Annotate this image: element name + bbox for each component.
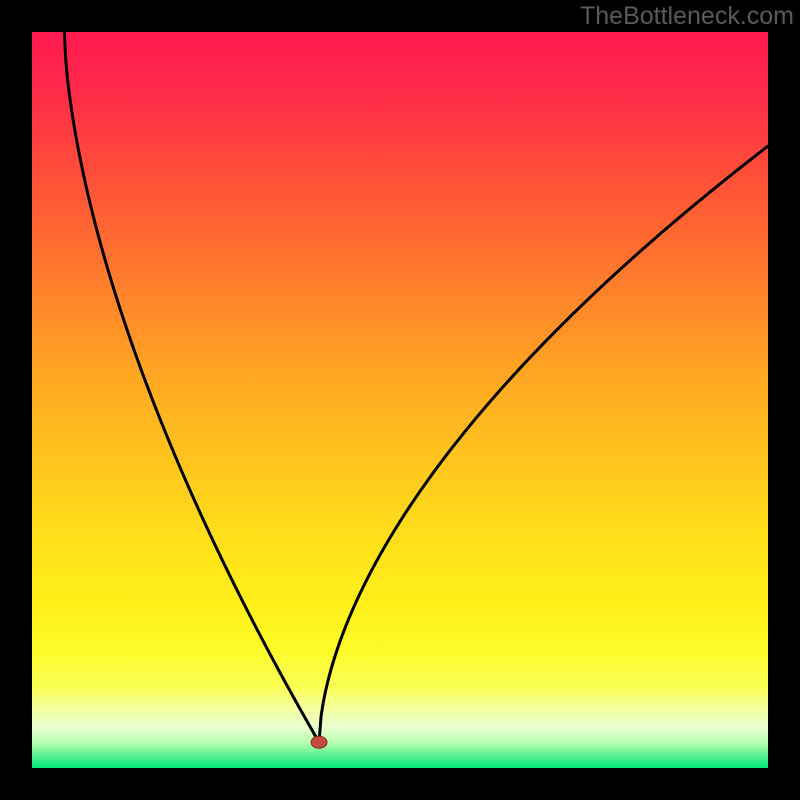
chart-container: TheBottleneck.com: [0, 0, 800, 800]
watermark-text: TheBottleneck.com: [580, 2, 794, 31]
plot-background: [32, 32, 768, 768]
bottleneck-chart: [0, 0, 800, 800]
vertex-marker: [311, 736, 327, 748]
